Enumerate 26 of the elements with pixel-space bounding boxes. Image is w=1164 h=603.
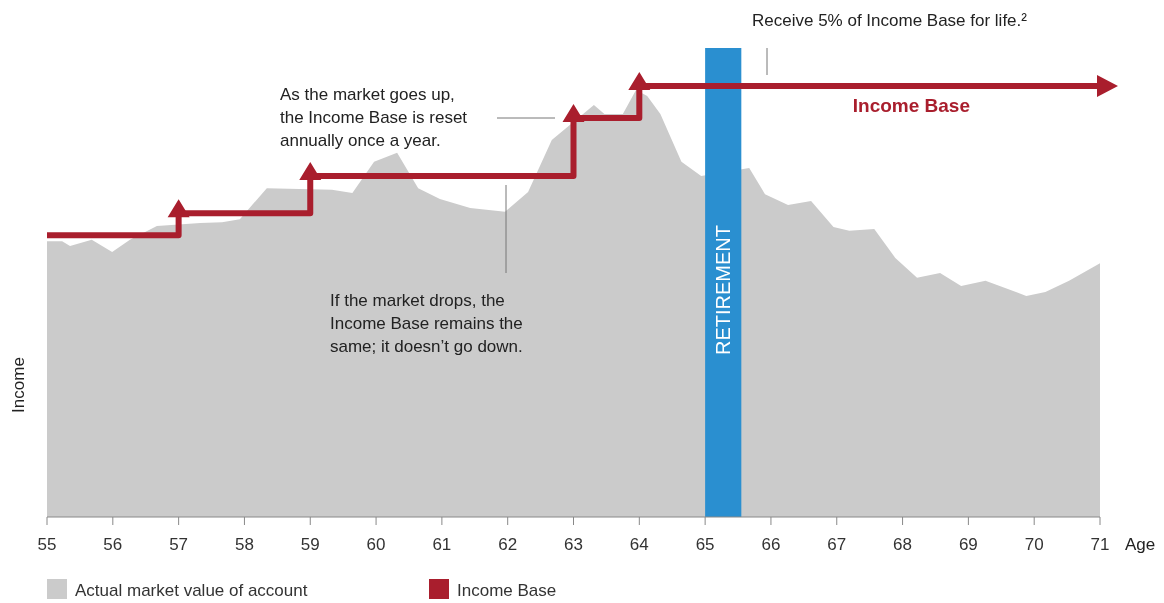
x-tick-label: 64: [629, 535, 649, 554]
x-axis-title: Age: [1125, 535, 1156, 554]
band-label: RETIREMENT: [712, 225, 735, 355]
x-tick-label: 62: [498, 535, 518, 554]
annotation: If the market drops, the Income Base remains the same; it doesn’t go down.: [330, 291, 523, 356]
x-tick-label: 68: [893, 535, 913, 554]
legend-label: Actual market value of account: [75, 581, 308, 600]
x-tick-label: 59: [300, 535, 320, 554]
x-tick-label: 55: [37, 535, 57, 554]
x-tick-label: 67: [827, 535, 847, 554]
x-tick-label: 56: [103, 535, 123, 554]
x-tick-label: 63: [564, 535, 583, 554]
annotation: As the market goes up, the Income Base is reset annually once a year.: [280, 85, 468, 150]
x-tick-label: 57: [169, 535, 189, 554]
x-tick-label: 70: [1024, 535, 1044, 554]
x-tick-label: 71: [1090, 535, 1110, 554]
x-tick-label: 65: [695, 535, 715, 554]
x-tick-label: 60: [366, 535, 386, 554]
legend-label: Income Base: [457, 581, 557, 600]
x-tick-label: 58: [234, 535, 254, 554]
text: Income Base: [852, 95, 970, 116]
text: Receive 5% of Income Base for life.²: [752, 11, 1028, 30]
x-tick-label: 66: [761, 535, 781, 554]
y-axis-title: Income: [9, 357, 28, 413]
x-tick-label: 61: [432, 535, 452, 554]
x-tick-label: 69: [958, 535, 978, 554]
